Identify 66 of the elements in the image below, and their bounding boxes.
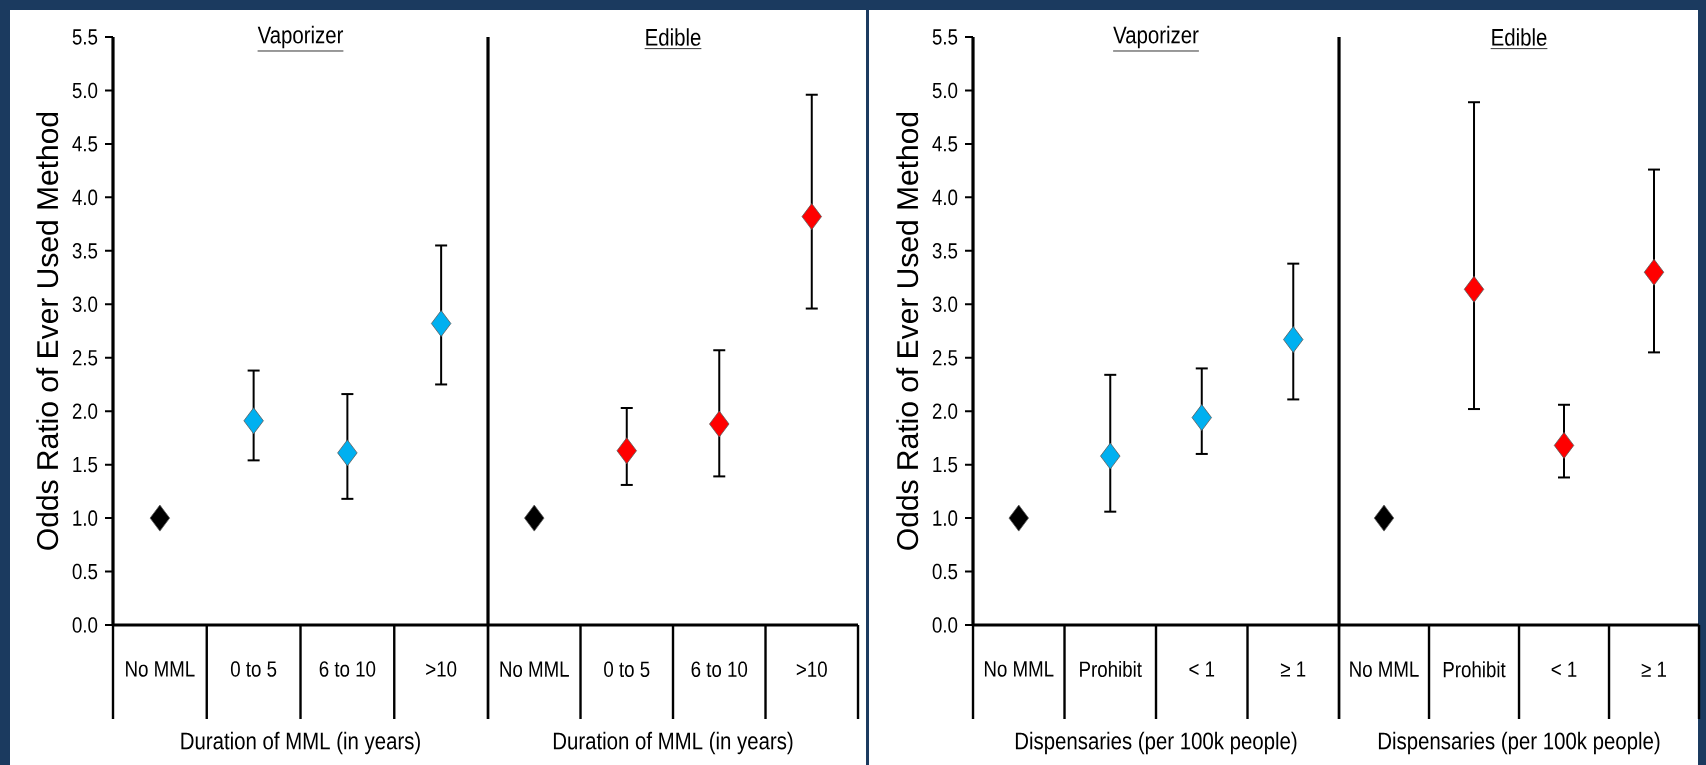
point <box>801 203 822 231</box>
y-axis-title: Odds Ratio of Ever Used Method <box>36 112 59 550</box>
x-tick-label: 0 to 5 <box>230 661 277 677</box>
y-tick-label: 5.0 <box>932 82 958 99</box>
y-tick-label: 3.0 <box>72 296 98 313</box>
point <box>337 439 358 467</box>
chart-title: Vaporizer <box>257 25 344 49</box>
x-tick-label: No MML <box>984 661 1054 677</box>
x-tick-label: 0 to 5 <box>604 661 650 678</box>
point <box>1191 404 1212 431</box>
x-tick-label: No MML <box>126 661 195 677</box>
x-tick-label: >10 <box>426 661 457 677</box>
x-tick-label: >10 <box>796 661 827 678</box>
y-tick-label: 3.0 <box>932 296 958 313</box>
x-tick-label: 6 to 10 <box>319 661 376 677</box>
y-tick-label: 5.0 <box>72 82 98 99</box>
x-tick-label: Prohibit <box>1080 660 1142 678</box>
y-tick-label: 3.5 <box>932 243 958 259</box>
x-tick-label: < 1 <box>1551 661 1577 677</box>
y-tick-label: 3.5 <box>72 243 98 259</box>
y-tick-label: 0.5 <box>72 563 98 580</box>
y-axis-title: Odds Ratio of Ever Used Method <box>896 112 919 550</box>
x-tick-label: < 1 <box>1189 661 1215 677</box>
point <box>709 410 730 438</box>
y-tick-label: 1.0 <box>73 510 98 526</box>
x-tick-label: Prohibit <box>1443 661 1506 678</box>
y-tick-label: 4.0 <box>72 189 98 206</box>
y-tick-label: 1.0 <box>933 510 958 526</box>
point <box>430 310 452 337</box>
y-tick-label: 2.5 <box>72 349 98 366</box>
point <box>524 504 545 532</box>
y-tick-label: 2.5 <box>932 349 958 366</box>
point <box>1463 275 1485 303</box>
x-axis-title: Dispensaries (per 100k people) <box>1015 731 1297 755</box>
y-tick-label: 5.5 <box>72 29 98 45</box>
chart-title: Edible <box>646 28 701 46</box>
y-tick-label: 0.5 <box>932 563 958 580</box>
y-tick-label: 1.5 <box>933 456 958 473</box>
point <box>1553 431 1575 459</box>
point <box>1643 258 1665 286</box>
y-tick-label: 0.0 <box>932 617 958 633</box>
point <box>1283 326 1304 353</box>
x-axis-title: Duration of MML (in years) <box>181 731 420 755</box>
chart-title: Edible <box>1492 28 1547 46</box>
y-tick-label: 0.0 <box>72 617 98 633</box>
x-tick-label: No MML <box>1350 661 1419 677</box>
x-tick-label: No MML <box>500 661 569 677</box>
point <box>243 407 264 435</box>
y-tick-label: 5.5 <box>932 29 958 45</box>
point <box>1100 442 1121 470</box>
x-tick-label: ≥ 1 <box>1641 661 1667 677</box>
y-tick-label: 1.5 <box>73 456 98 473</box>
point <box>1008 504 1029 532</box>
y-tick-label: 2.0 <box>932 403 958 419</box>
point <box>616 437 637 465</box>
x-tick-label: 6 to 10 <box>691 661 748 678</box>
x-axis-title: Duration of MML (in years) <box>553 731 793 755</box>
y-tick-label: 2.0 <box>72 403 98 419</box>
y-tick-label: 4.5 <box>932 136 958 152</box>
y-tick-label: 4.0 <box>932 189 958 206</box>
x-tick-label: ≥ 1 <box>1280 661 1306 677</box>
point <box>1373 504 1395 532</box>
point <box>149 504 171 532</box>
y-tick-label: 4.5 <box>72 136 98 152</box>
chart-title: Vaporizer <box>1113 25 1199 49</box>
x-axis-title: Dispensaries (per 100k people) <box>1378 731 1660 755</box>
